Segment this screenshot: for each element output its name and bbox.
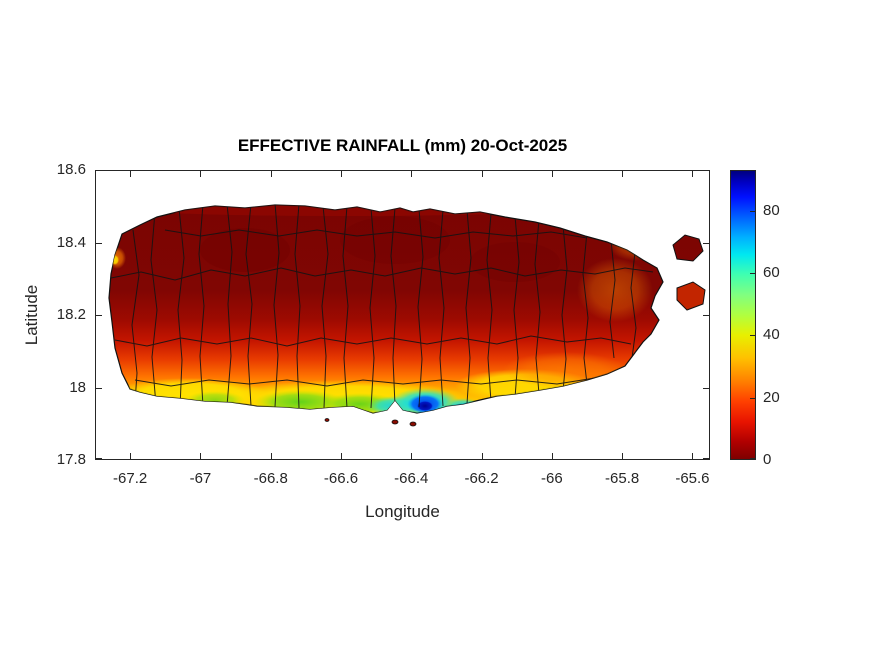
x-tick-mark — [130, 453, 132, 459]
x-tick-mark — [692, 453, 694, 459]
y-tick-mark — [96, 242, 102, 244]
colorbar-tick-mark — [750, 335, 755, 337]
x-tick-mark — [411, 453, 413, 459]
colorbar — [730, 170, 756, 460]
puerto-rico-rainfall-map — [108, 204, 706, 427]
x-tick-mark-top — [622, 171, 624, 177]
colorbar-tick-mark — [750, 210, 755, 212]
colorbar-tick-label: 0 — [763, 451, 772, 468]
x-tick-label: -65.8 — [605, 470, 640, 487]
x-tick-mark — [622, 453, 624, 459]
x-tick-mark-top — [130, 171, 132, 177]
south-cay — [409, 421, 417, 427]
colorbar-tick-mark — [750, 272, 755, 274]
chart-title: EFFECTIVE RAINFALL (mm) 20-Oct-2025 — [237, 136, 568, 155]
x-tick-mark — [270, 453, 272, 459]
x-tick-mark-top — [411, 171, 413, 177]
y-tick-label: 18 — [69, 378, 86, 396]
x-axis-label: Longitude — [365, 502, 440, 521]
x-tick-mark — [341, 453, 342, 459]
northeast-islet — [672, 234, 704, 262]
y-tick-mark-right — [703, 242, 709, 244]
x-tick-label: -65.6 — [675, 470, 710, 487]
x-tick-label: -66.8 — [253, 470, 288, 487]
municipality-boundaries — [110, 205, 654, 413]
y-tick-mark — [96, 315, 102, 316]
plot-area — [95, 170, 710, 460]
x-tick-label: -66.6 — [323, 470, 359, 487]
y-tick-label: 18.2 — [56, 306, 86, 323]
x-tick-label: -66.2 — [464, 470, 499, 487]
y-tick-mark-right — [703, 458, 709, 459]
colorbar-tick-label: 60 — [763, 263, 780, 281]
y-tick-mark — [96, 387, 102, 389]
south-cay — [391, 419, 399, 425]
south-cay — [324, 418, 330, 422]
colorbar-tick-mark — [750, 458, 755, 459]
x-tick-mark-top — [270, 171, 272, 177]
x-tick-mark-top — [341, 171, 342, 177]
colorbar-tick-label: 20 — [763, 388, 780, 406]
x-tick-label: -67 — [189, 470, 212, 487]
y-tick-mark-right — [703, 170, 709, 171]
y-tick-label: 18.6 — [56, 161, 86, 178]
y-tick-label: 17.8 — [56, 451, 86, 468]
colorbar-tick-label: 80 — [763, 201, 780, 219]
y-tick-mark — [96, 170, 102, 171]
x-tick-mark — [551, 453, 553, 459]
y-tick-mark — [96, 458, 102, 459]
x-tick-label: -66 — [541, 470, 563, 487]
x-tick-mark-top — [481, 171, 483, 177]
x-tick-label: -67.2 — [113, 470, 148, 487]
x-tick-mark — [481, 453, 483, 459]
x-tick-mark-top — [551, 171, 553, 177]
east-islet — [676, 281, 706, 311]
colorbar-tick-mark — [750, 397, 755, 399]
x-tick-mark — [200, 453, 202, 459]
colorbar-tick-label: 40 — [763, 326, 780, 344]
x-tick-mark-top — [200, 171, 202, 177]
x-tick-mark-top — [692, 171, 694, 177]
y-tick-mark-right — [703, 387, 709, 389]
x-tick-label: -66.4 — [394, 470, 429, 487]
y-tick-mark-right — [703, 315, 709, 316]
y-tick-label: 18.4 — [56, 233, 86, 251]
